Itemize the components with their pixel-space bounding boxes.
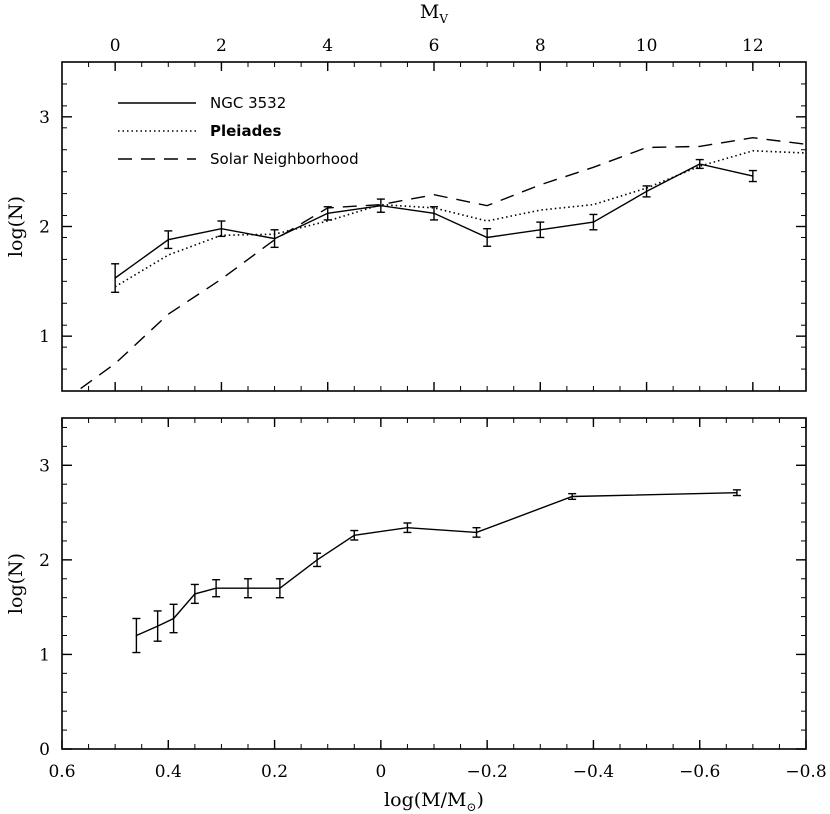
x-tick-label: −0.4 [573, 762, 614, 782]
data-point [353, 534, 356, 537]
x-tick-label: 6 [429, 36, 440, 56]
x-tick-label: 0 [375, 762, 386, 782]
data-point [114, 277, 116, 279]
data-point [167, 238, 170, 241]
y-axis-title: log(N) [5, 196, 27, 257]
x-tick-label: 0.6 [48, 762, 75, 782]
x-tick-label: 2 [216, 36, 227, 56]
y-tick-label: 2 [39, 218, 50, 238]
y-axis-title: log(N) [5, 553, 27, 614]
data-point [172, 617, 175, 620]
data-layer [132, 489, 741, 654]
series-line-ngc-3532 [114, 163, 754, 279]
data-point [406, 526, 409, 529]
x-tick-label: −0.8 [785, 762, 826, 782]
y-tick-label: 3 [39, 456, 50, 476]
data-point [645, 190, 648, 193]
series-line-ngc-3532 [136, 492, 737, 637]
data-point [433, 212, 435, 215]
x-tick-label: −0.2 [467, 762, 508, 782]
data-point [215, 587, 217, 590]
x-tick-label: 0.4 [155, 762, 182, 782]
x-tick-label: −0.6 [679, 762, 720, 782]
bottom-panel: 0.6 0.4 0.2 0 −0.2 −0.4 −0.6 −0.8 0 1 2 3 log(N) log(… [5, 417, 827, 814]
data-point [736, 491, 738, 494]
y-tick-label: 2 [39, 551, 50, 571]
x-tick-label: 0.2 [261, 762, 288, 782]
y-tick-label: 0 [39, 740, 50, 760]
data-point [571, 495, 573, 498]
data-point [326, 212, 329, 215]
legend-label: NGC 3532 [210, 94, 286, 112]
x-tick-label: 0 [110, 36, 121, 56]
data-layer [76, 136, 806, 391]
series-line-pleiades [114, 149, 806, 288]
x-tick-label: 8 [535, 36, 546, 56]
data-point [194, 593, 196, 595]
series-line-solar-neighborhood [76, 136, 806, 391]
data-point [135, 634, 138, 637]
data-point [752, 175, 754, 177]
y-tick-label: 1 [39, 645, 50, 665]
data-point [279, 587, 281, 590]
data-point [156, 625, 159, 627]
x-tick-label: 12 [742, 36, 764, 56]
data-point [316, 559, 318, 561]
data-point [539, 228, 542, 231]
data-point [247, 587, 249, 590]
legend-label: Solar Neighborhood [210, 150, 359, 168]
y-tick-label: 3 [39, 108, 50, 128]
plot-frame [61, 417, 807, 750]
x-tick-label: 10 [636, 36, 658, 56]
data-point [273, 237, 276, 240]
data-point [380, 204, 382, 207]
data-point [486, 236, 488, 239]
y-tick-label: 1 [39, 327, 50, 347]
legend-label: Pleiades [210, 122, 281, 140]
data-point [698, 163, 701, 165]
plot-frame [61, 61, 807, 392]
x-axis-title: MV [420, 1, 448, 26]
data-point [475, 531, 478, 534]
data-point [592, 221, 595, 223]
x-tick-label: 4 [322, 36, 333, 56]
data-point [220, 227, 223, 230]
x-axis-title: log(M/M⊙) [384, 789, 484, 814]
